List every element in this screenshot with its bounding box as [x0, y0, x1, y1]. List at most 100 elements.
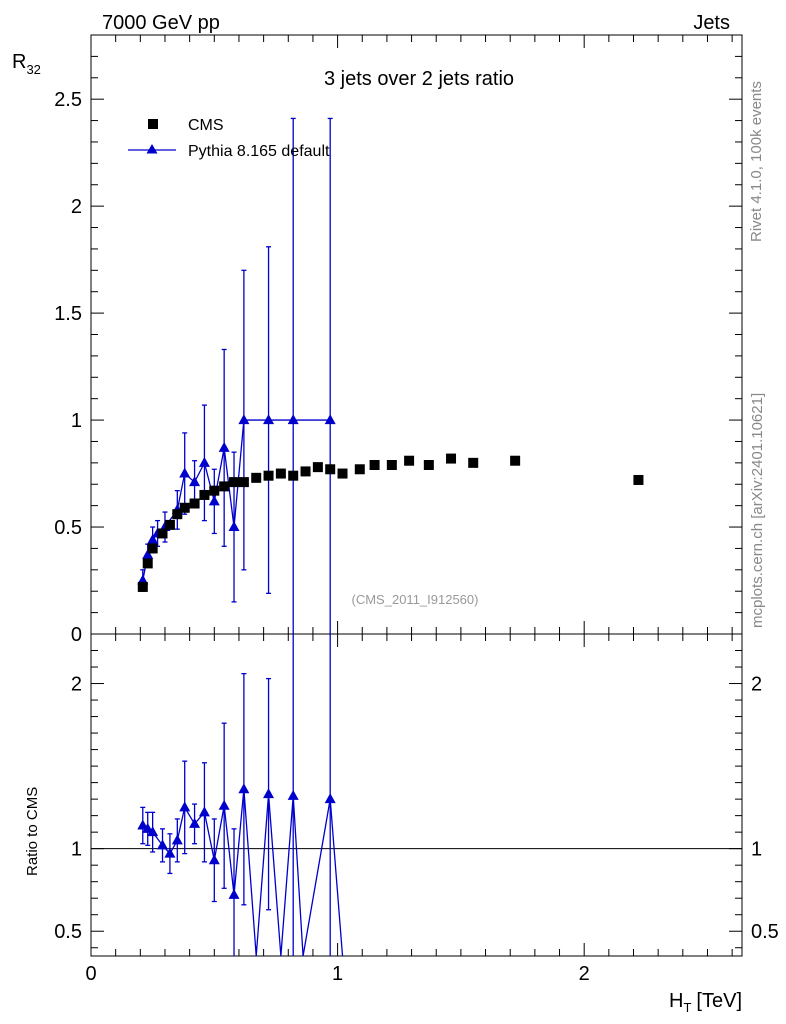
- ratio-point: [208, 854, 220, 865]
- cms-point: [404, 455, 415, 466]
- ratio-point: [238, 783, 250, 794]
- ratio-point: [324, 793, 336, 804]
- cms-point: [633, 474, 644, 485]
- cms-point: [172, 509, 183, 520]
- legend: CMS Pythia 8.165 default: [128, 117, 330, 160]
- y-tick-label: 0.5: [54, 517, 82, 539]
- energy-label: 7000 GeV pp: [102, 12, 220, 34]
- legend-cms-label: CMS: [188, 117, 224, 134]
- rivet-label: Rivet 4.1.0, 100k events: [748, 81, 765, 242]
- pythia-point: [179, 467, 191, 478]
- ratio-point: [157, 839, 169, 850]
- x-axis-label-main: H: [669, 990, 683, 1012]
- y-tick-label: 2: [71, 196, 82, 218]
- cms-point: [423, 459, 434, 470]
- ratio-plot-panel: 0.5 0.5 1 1 2 2 0 1 2 Ratio to CMS HT [TeV]: [24, 633, 779, 1015]
- cms-point: [157, 528, 168, 539]
- ratio-plot-ticks: [90, 633, 742, 956]
- y-tick-label: 0: [71, 624, 82, 646]
- ratio-point: [147, 826, 159, 837]
- ratio-y-tick-label: 1: [71, 839, 82, 861]
- cms-point: [238, 477, 249, 488]
- cms-point: [300, 466, 311, 477]
- ratio-point: [218, 799, 230, 810]
- cms-point: [275, 468, 286, 479]
- ratio-point: [198, 806, 210, 817]
- x-axis-label-unit: [TeV]: [696, 990, 742, 1012]
- cms-point: [369, 459, 380, 470]
- main-plot-panel: 0 0.5 1 1.5 2 2.5 3 jets over 2 jets ratio (C…: [12, 34, 743, 646]
- cms-point: [312, 462, 323, 473]
- pythia-point: [263, 414, 275, 425]
- y-axis-label-sub: 32: [26, 62, 40, 77]
- category-label: Jets: [693, 12, 730, 34]
- pythia-point: [142, 548, 154, 559]
- ratio-point: [179, 801, 191, 812]
- ratio-point: [189, 817, 201, 828]
- cms-point: [164, 519, 175, 530]
- ratio-point: [228, 888, 240, 899]
- ratio-y-axis-label: Ratio to CMS: [24, 787, 41, 876]
- cms-point: [219, 481, 230, 492]
- cms-point: [354, 464, 365, 475]
- ratio-point: [171, 834, 183, 845]
- main-plot-series: [137, 117, 644, 634]
- ratio-y-tick-label-right: 1: [751, 839, 762, 861]
- ratio-point: [287, 789, 299, 800]
- ratio-point: [263, 788, 275, 799]
- ratio-plot-frame: [90, 633, 743, 957]
- cms-point: [337, 468, 348, 479]
- ratio-plot-series: [137, 634, 344, 957]
- legend-pythia-marker: [146, 144, 158, 154]
- pythia-point: [198, 456, 210, 467]
- x-tick-labels: 0 1 2: [85, 963, 589, 985]
- cms-point: [288, 470, 299, 481]
- x-tick-label: 1: [332, 963, 343, 985]
- ratio-y-tick-label: 2: [71, 674, 82, 696]
- pythia-point: [238, 414, 250, 425]
- legend-cms-marker: [148, 119, 158, 129]
- chart-title: 3 jets over 2 jets ratio: [324, 68, 514, 90]
- cms-point: [229, 477, 240, 488]
- y-tick-label: 2.5: [54, 89, 82, 111]
- cms-point: [325, 464, 336, 475]
- cms-point: [137, 581, 148, 592]
- cms-point: [510, 455, 521, 466]
- cms-point: [468, 457, 479, 468]
- y-axis-label: R32: [12, 51, 41, 77]
- cms-point: [179, 502, 190, 513]
- cms-point: [446, 453, 457, 464]
- y-tick-label: 1.5: [54, 303, 82, 325]
- watermark-label: (CMS_2011_I912560): [352, 592, 479, 607]
- cms-point: [189, 498, 200, 509]
- pythia-point: [228, 521, 240, 532]
- cms-point: [386, 459, 397, 470]
- ratio-y-tick-label: 0.5: [54, 921, 82, 943]
- ratio-line: [142, 789, 344, 957]
- ratio-y-tick-label-right: 0.5: [751, 921, 779, 943]
- x-axis-label: HT [TeV]: [669, 990, 742, 1015]
- main-plot-y-tick-labels: 0 0.5 1 1.5 2 2.5: [54, 89, 82, 646]
- cms-point: [251, 472, 262, 483]
- ratio-y-tick-label-right: 2: [751, 674, 762, 696]
- pythia-point: [189, 476, 201, 487]
- cms-point: [199, 489, 210, 500]
- mcplots-label: mcplots.cern.ch [arXiv:2401.10621]: [749, 393, 766, 628]
- cms-point: [209, 485, 220, 496]
- pythia-point: [324, 414, 336, 425]
- cms-point: [142, 558, 153, 569]
- legend-pythia-label: Pythia 8.165 default: [188, 143, 330, 160]
- x-axis-label-sub: T: [683, 1000, 691, 1015]
- cms-point: [147, 543, 158, 554]
- pythia-point: [147, 533, 159, 544]
- cms-point: [263, 470, 274, 481]
- y-axis-label-main: R: [12, 51, 26, 73]
- pythia-point: [218, 441, 230, 452]
- pythia-point: [208, 495, 220, 506]
- main-plot-ticks: [90, 34, 742, 635]
- ratio-plot-y-tick-labels: 0.5 0.5 1 1 2 2: [54, 674, 779, 944]
- x-tick-label: 2: [579, 963, 590, 985]
- y-tick-label: 1: [71, 410, 82, 432]
- ratio-point: [164, 847, 176, 858]
